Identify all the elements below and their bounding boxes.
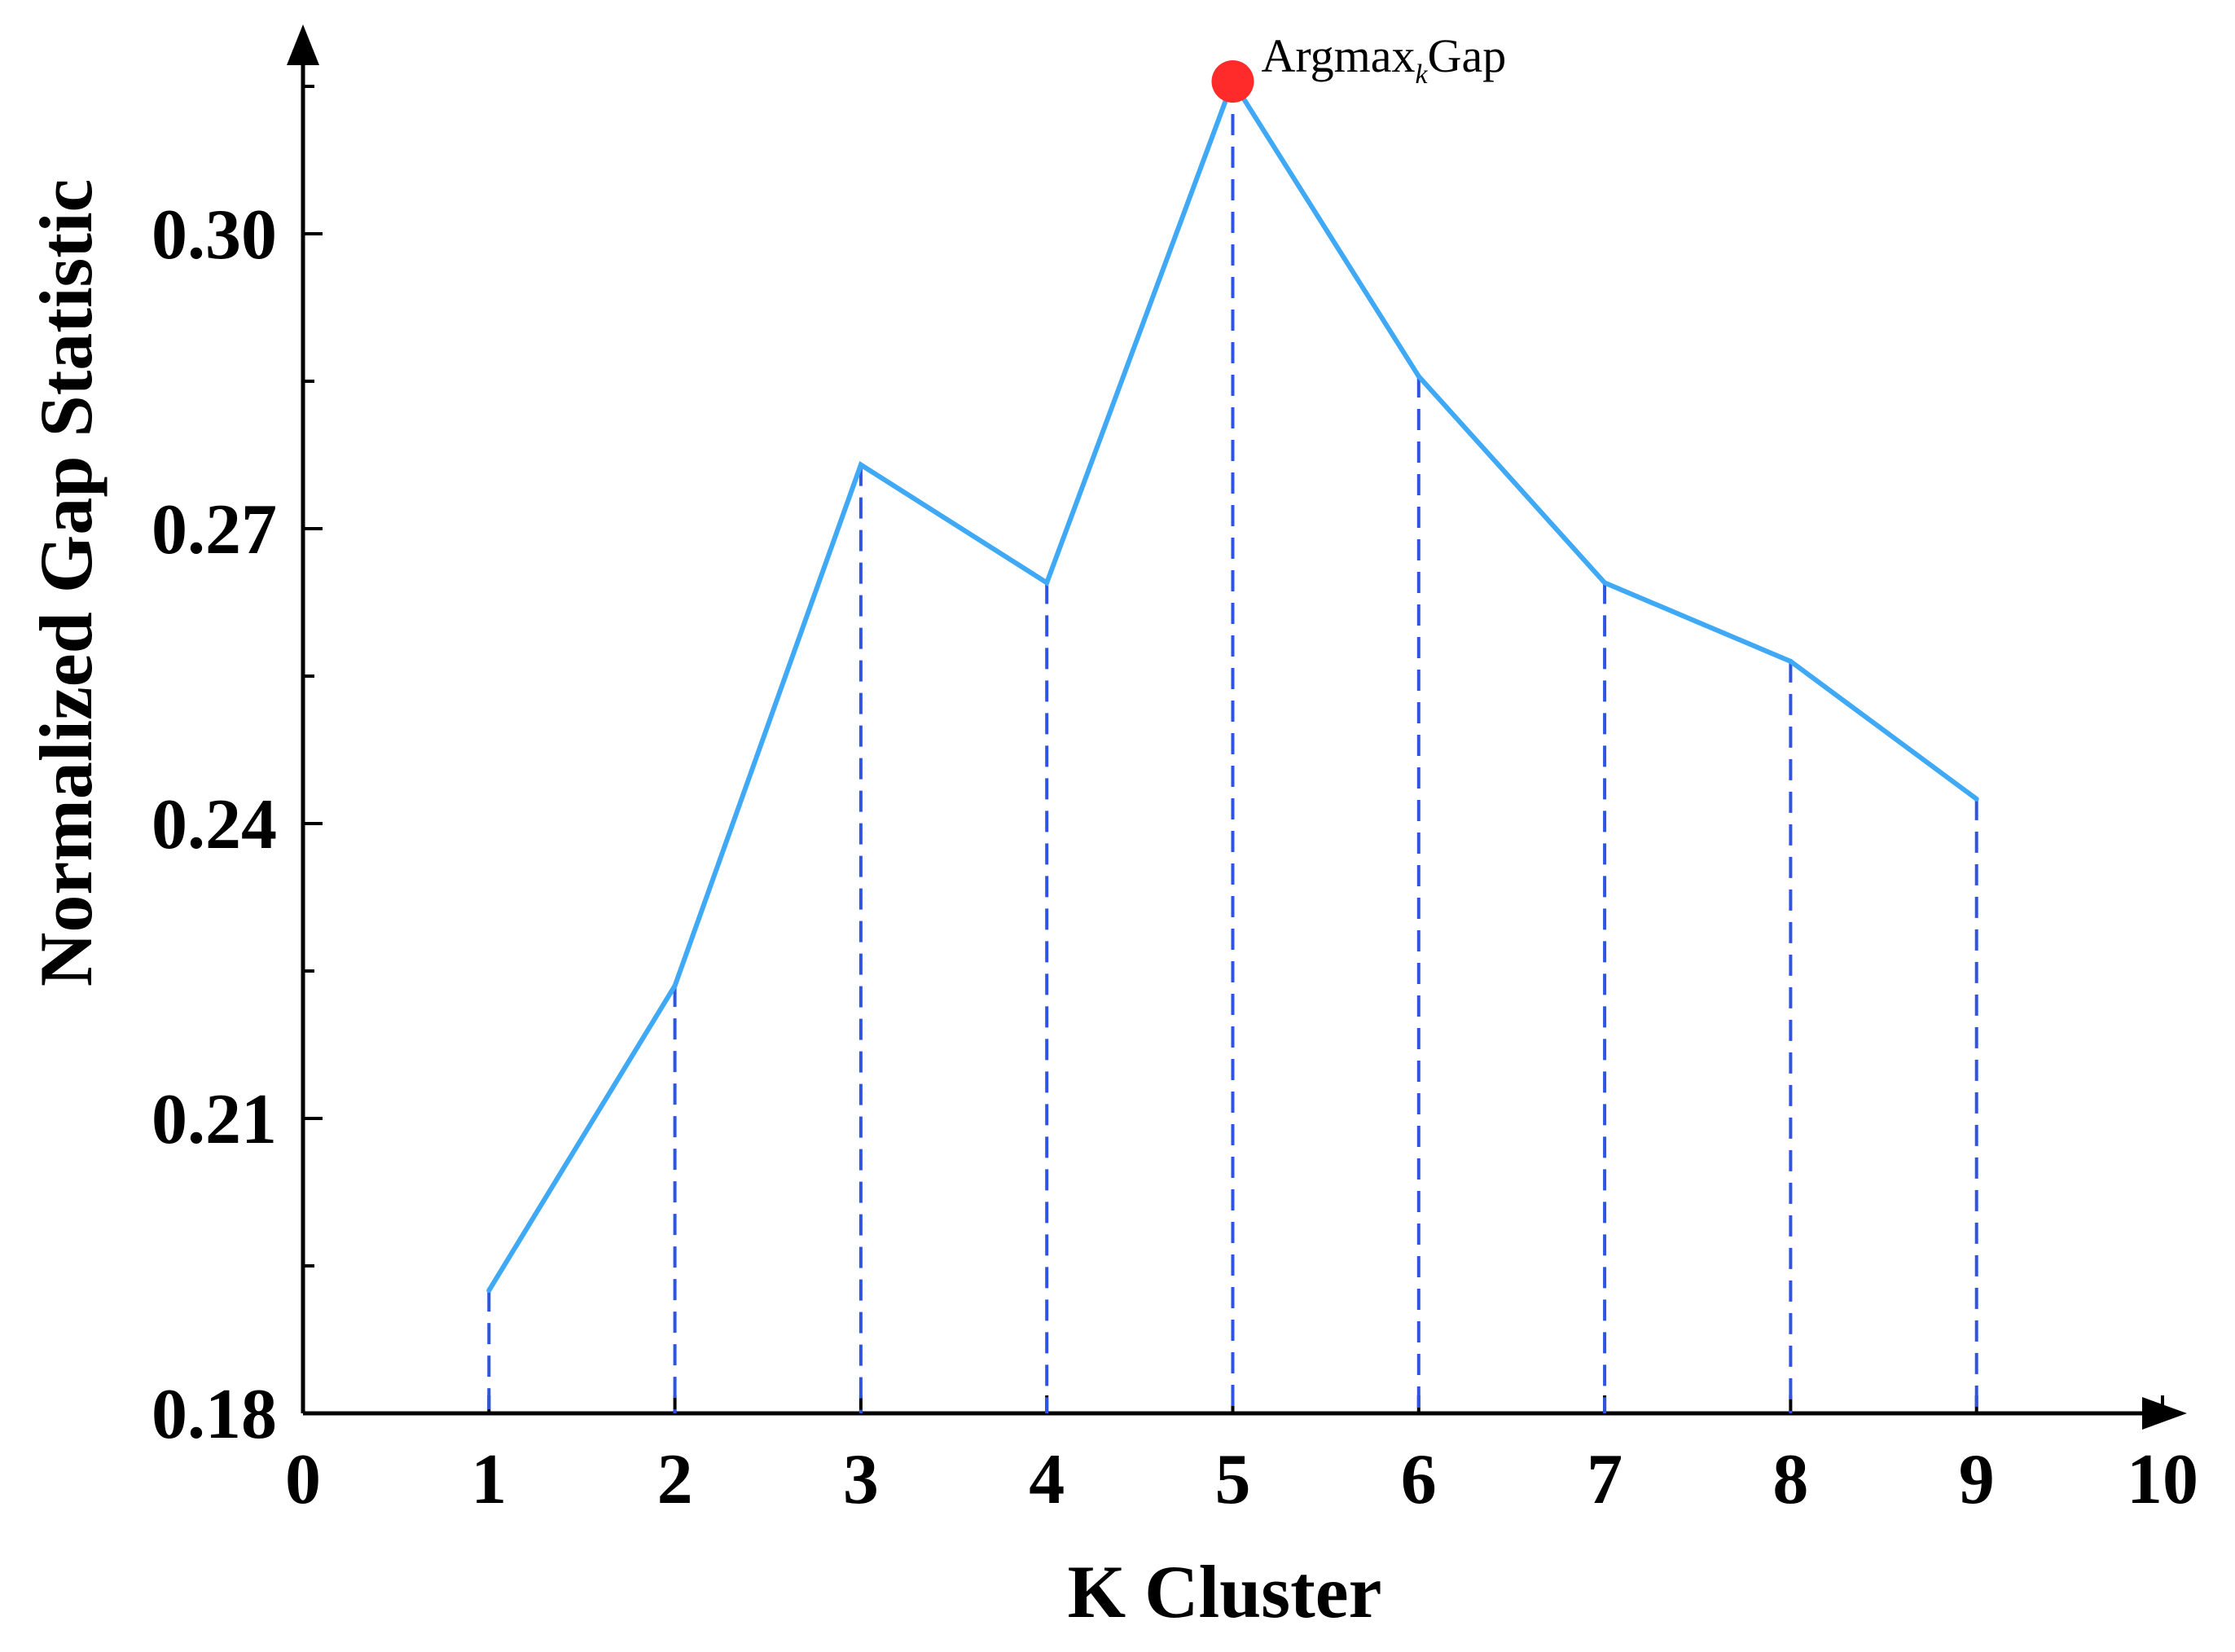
x-tick-label: 6 <box>1401 1440 1437 1519</box>
x-tick-label: 9 <box>1959 1440 1995 1519</box>
data-point <box>858 462 863 468</box>
y-tick-label: 0.30 <box>151 196 277 275</box>
y-tick-label: 0.18 <box>151 1375 277 1454</box>
x-tick-label: 8 <box>1772 1440 1808 1519</box>
argmax-marker <box>1211 59 1254 103</box>
annotation-main: Argmax <box>1262 29 1416 82</box>
tick-labels: 0.180.210.240.270.300.33012345678910 <box>151 196 2198 1519</box>
data-point <box>1044 580 1050 586</box>
data-point <box>672 983 678 989</box>
x-tick-label: 7 <box>1587 1440 1622 1519</box>
x-tick-label: 1 <box>471 1440 507 1519</box>
data-point <box>1602 580 1608 586</box>
data-point <box>1788 658 1794 664</box>
data-point <box>486 1288 492 1294</box>
y-axis-title: Normalized Gap Statistic <box>24 179 108 986</box>
x-axis-title: K Cluster <box>1068 1550 1382 1633</box>
data-point <box>1974 796 1979 802</box>
drop-lines <box>487 81 1978 1413</box>
annotation-suffix: Gap <box>1428 29 1507 82</box>
x-tick-label: 2 <box>657 1440 693 1519</box>
y-tick-label: 0.27 <box>151 490 277 569</box>
y-tick-label: 0.21 <box>151 1080 277 1159</box>
y-tick-label: 0.24 <box>151 785 277 864</box>
x-tick-label: 0 <box>285 1440 321 1519</box>
x-axis-arrow <box>2142 1397 2187 1430</box>
argmax-annotation: ArgmaxkGap <box>1262 29 1507 90</box>
y-axis-arrow <box>287 24 319 65</box>
x-tick-label: 4 <box>1029 1440 1065 1519</box>
data-point <box>1416 373 1421 379</box>
x-tick-label: 10 <box>2127 1440 2198 1519</box>
x-tick-label: 5 <box>1215 1440 1251 1519</box>
axes <box>287 24 2187 1430</box>
x-tick-label: 3 <box>843 1440 879 1519</box>
annotation-subscript: k <box>1416 59 1429 90</box>
series-layer <box>486 59 1979 1294</box>
